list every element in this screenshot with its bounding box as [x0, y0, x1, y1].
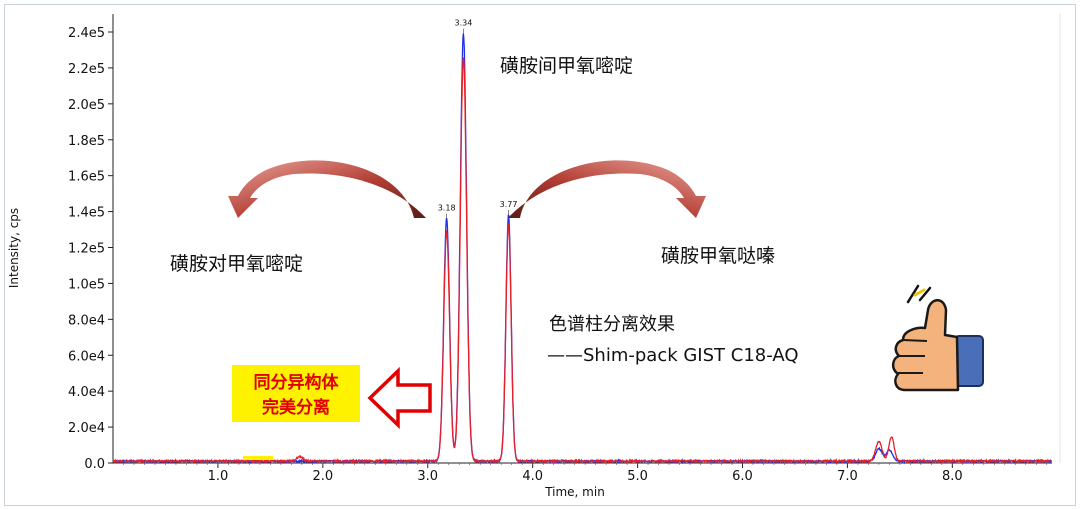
y-tick-label: 2.0e4 — [68, 421, 105, 436]
right-compound-label: 磺胺甲氧哒嗪 — [661, 245, 775, 267]
x-tick-label: 5.0 — [627, 469, 648, 484]
x-tick-label: 3.0 — [417, 469, 438, 484]
column-caption-line1: 色谱柱分离效果 — [549, 314, 675, 335]
y-axis-ticks: 0.0 2.0e4 4.0e4 6.0e4 8.0e4 1.0e5 1.2e5 1.4e5 1.… — [68, 26, 113, 472]
x-tick-label: 1.0 — [208, 469, 229, 484]
y-tick-label: 4.0e4 — [68, 385, 105, 400]
y-tick-label: 1.6e5 — [68, 170, 105, 185]
left-compound-label: 磺胺对甲氧嘧啶 — [170, 253, 303, 275]
y-tick-label: 8.0e4 — [68, 313, 105, 328]
y-tick-label: 0.0 — [84, 457, 105, 472]
series-line-2 — [112, 57, 1052, 465]
x-tick-label: 4.0 — [522, 469, 543, 484]
y-tick-label: 1.2e5 — [68, 242, 105, 257]
isomer-line1: 同分异构体 — [254, 372, 340, 393]
x-tick-label: 8.0 — [942, 469, 963, 484]
chart-frame — [4, 4, 1076, 506]
y-tick-label: 2.0e5 — [68, 98, 105, 113]
peak-labels: 3.18 3.34 3.77 — [438, 19, 518, 220]
y-tick-label: 2.4e5 — [68, 26, 105, 41]
hollow-left-arrow-icon — [367, 366, 432, 430]
x-tick-label: 6.0 — [732, 469, 753, 484]
peak-label: 3.18 — [438, 204, 456, 213]
isomer-highlight — [232, 365, 360, 422]
x-axis-ticks: 1.0 2.0 3.0 4.0 5.0 6.0 7.0 8.0 — [123, 463, 1048, 484]
column-caption-line2: ——Shim-pack GIST C18-AQ — [547, 345, 799, 366]
curved-arrow-left — [228, 160, 426, 218]
x-tick-label: 7.0 — [837, 469, 858, 484]
middle-compound-label: 磺胺间甲氧嘧啶 — [500, 55, 633, 77]
y-tick-label: 6.0e4 — [68, 349, 105, 364]
series-layer — [112, 33, 1052, 465]
peak-label: 3.34 — [455, 19, 473, 28]
y-tick-label: 2.2e5 — [68, 62, 105, 77]
peak-label: 3.77 — [500, 200, 518, 209]
y-tick-label: 1.8e5 — [68, 134, 105, 149]
small-highlight — [243, 456, 273, 460]
curved-arrow-right — [508, 160, 706, 218]
y-axis-title: Intensity, cps — [7, 208, 21, 288]
isomer-line2: 完美分离 — [262, 397, 330, 418]
x-axis-title: Time, min — [544, 485, 605, 499]
y-tick-label: 1.0e5 — [68, 277, 105, 292]
y-tick-label: 1.4e5 — [68, 206, 105, 221]
thumbs-up-icon — [891, 284, 984, 392]
x-tick-label: 2.0 — [312, 469, 333, 484]
